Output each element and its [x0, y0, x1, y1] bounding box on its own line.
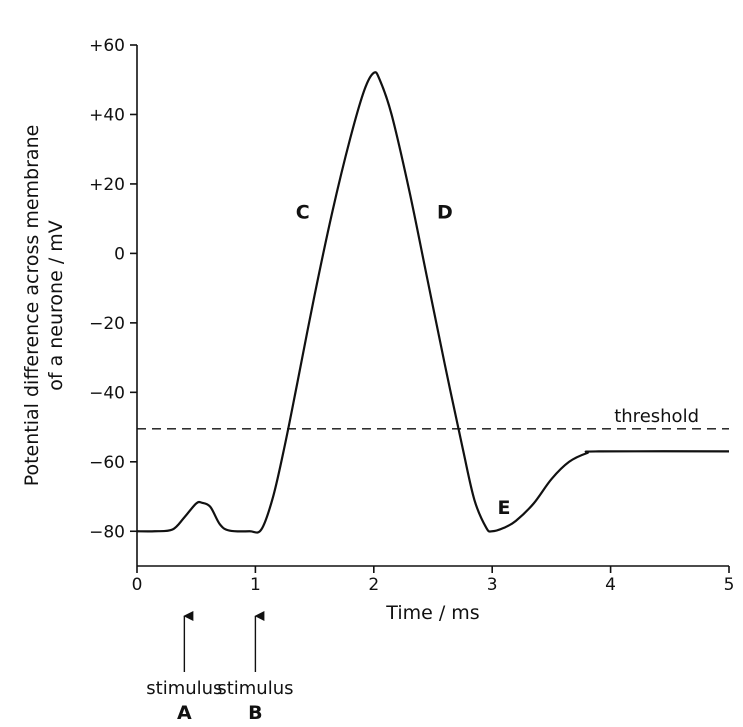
x-tick-label: 1	[250, 575, 261, 595]
stimulus-letter-b: B	[248, 702, 262, 724]
threshold-label: threshold	[614, 406, 699, 427]
threshold-line-group: threshold	[137, 406, 729, 430]
y-tick-label: +20	[89, 175, 125, 195]
curve-label-c: C	[296, 202, 310, 224]
y-axis-title-line: Potential difference across membrane	[21, 125, 43, 487]
x-axis-title: Time / ms	[385, 602, 479, 624]
x-tick-label: 3	[487, 575, 498, 595]
stimulus-label: stimulus	[217, 678, 293, 699]
stimulus-letter-a: A	[177, 702, 192, 724]
axes: +60 +40 +20 0 −20 −40 −60 −80 0 1 2 3 4 5 Time / ms Pot…	[21, 36, 734, 624]
x-tick-label: 4	[605, 575, 616, 595]
y-tick-label: −20	[89, 314, 125, 334]
x-tick-label: 0	[132, 575, 143, 595]
y-tick-label: +40	[89, 105, 125, 125]
y-tick-label: −80	[89, 522, 125, 542]
y-tick-label: 0	[114, 244, 125, 264]
curve-label-d: D	[437, 202, 453, 224]
y-axis-title-line: of a neurone / mV	[45, 220, 67, 391]
stimulus-label: stimulus	[146, 678, 222, 699]
y-tick-label: +60	[89, 36, 125, 56]
x-tick-label: 5	[724, 575, 735, 595]
curve-label-e: E	[498, 497, 511, 519]
y-tick-label: −40	[89, 383, 125, 403]
x-tick-label: 2	[368, 575, 379, 595]
y-tick-label: −60	[89, 453, 125, 473]
series-group	[136, 71, 730, 534]
curve-labels: C D E	[296, 202, 511, 519]
membrane-potential-curve	[136, 71, 730, 534]
